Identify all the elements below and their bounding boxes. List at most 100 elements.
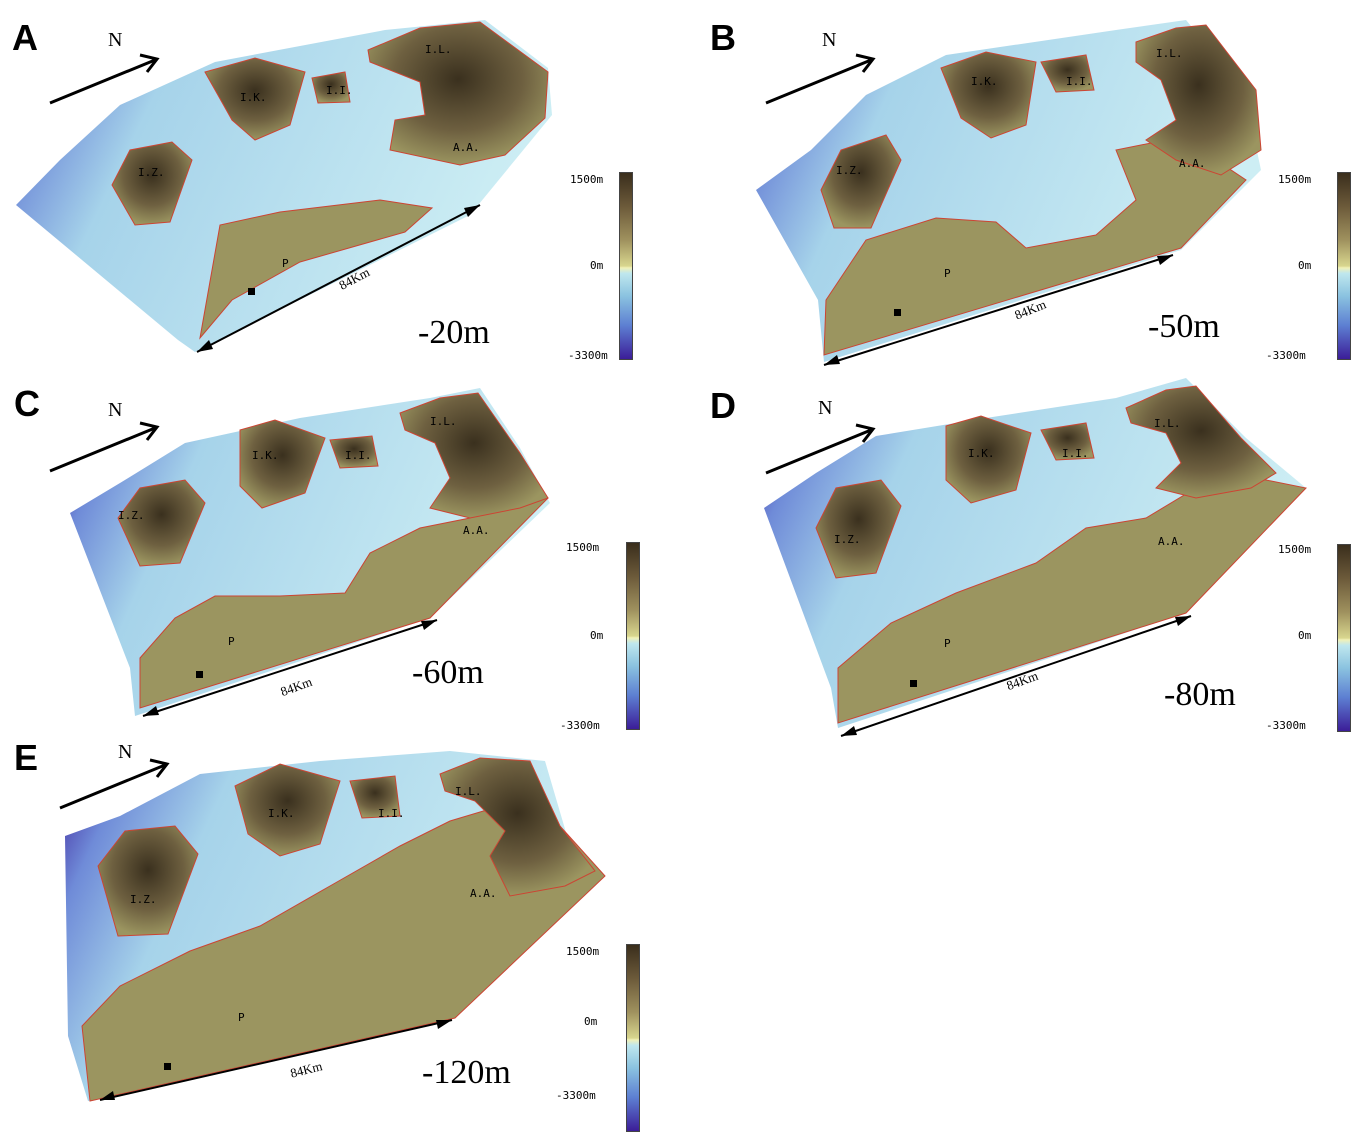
land-il-aa xyxy=(1125,385,1277,499)
scale-arrow-head-end xyxy=(436,1020,452,1029)
site-label-ii: I.I. xyxy=(1066,75,1093,88)
site-label-il: I.L. xyxy=(455,785,482,798)
colorbar-min-label: -3300m xyxy=(560,719,600,732)
site-label-il: I.L. xyxy=(1156,47,1183,60)
panel-c: C N I.Z. I.K. I.I. I.L. A.A. P 84Km -60m… xyxy=(0,368,676,736)
scale-bar xyxy=(840,615,1192,737)
land-iz xyxy=(97,825,199,937)
panel-letter: D xyxy=(710,385,736,426)
sea-level-label: -80m xyxy=(1164,676,1236,713)
north-arrow xyxy=(49,58,156,105)
site-label-ik: I.K. xyxy=(268,807,295,820)
site-label-ii: I.I. xyxy=(326,84,353,97)
sea-area xyxy=(16,20,552,352)
land-ii xyxy=(311,71,351,104)
colorbar-zero-label: 0m xyxy=(590,259,604,272)
colorbar-max-label: 1500m xyxy=(566,945,600,958)
north-arrow-head xyxy=(139,53,160,73)
north-label: N xyxy=(108,29,123,51)
colorbar-min-label: -3300m xyxy=(1266,349,1306,362)
land-ii xyxy=(349,775,401,819)
land-ik xyxy=(204,57,306,141)
site-label-p: P xyxy=(944,267,951,280)
colorbar-max-label: 1500m xyxy=(1278,543,1312,556)
land-ik xyxy=(239,419,326,509)
north-label: N xyxy=(822,29,837,51)
site-label-iz: I.Z. xyxy=(834,533,861,546)
sea-level-label: -50m xyxy=(1148,308,1220,345)
scale-bar xyxy=(196,204,481,353)
land-ik xyxy=(234,763,341,857)
site-label-ik: I.K. xyxy=(971,75,998,88)
panel-letter: E xyxy=(14,737,39,778)
scale-bar xyxy=(142,619,438,717)
north-label: N xyxy=(118,741,133,763)
colorbar xyxy=(619,172,633,360)
site-marker xyxy=(196,671,203,678)
sea-level-label: -60m xyxy=(412,654,484,691)
site-label-ik: I.K. xyxy=(968,447,995,460)
colorbar-max-label: 1500m xyxy=(570,173,604,186)
panel-letter: A xyxy=(12,17,38,58)
north-arrow xyxy=(765,428,872,475)
site-marker xyxy=(910,680,917,687)
land-ik xyxy=(945,415,1032,504)
scale-arrow-head-start xyxy=(143,706,159,716)
north-arrow xyxy=(59,763,166,810)
north-arrow-head xyxy=(149,758,170,778)
land-ii xyxy=(329,435,379,469)
north-arrow xyxy=(49,426,156,473)
north-arrow xyxy=(765,58,872,105)
site-label-p: P xyxy=(282,257,289,270)
panel-e: E N I.Z. I.K. I.I. I.L. A.A. P 84Km -120… xyxy=(0,736,676,1132)
site-marker xyxy=(164,1063,171,1070)
land-il-aa xyxy=(439,757,596,897)
scale-arrow-head-start xyxy=(824,355,840,365)
scale-arrow-head-end xyxy=(1175,616,1191,626)
scale-arrow-head-end xyxy=(464,205,480,217)
colorbar-max-label: 1500m xyxy=(566,541,600,554)
land-il-aa xyxy=(399,392,549,519)
terrain-map xyxy=(59,751,606,1102)
north-arrow-head xyxy=(855,423,876,443)
site-label-p: P xyxy=(238,1011,245,1024)
panel-letter: B xyxy=(710,17,736,58)
colorbar-min-label: -3300m xyxy=(1266,719,1306,732)
sea-level-label: -120m xyxy=(422,1054,511,1091)
terrain-map xyxy=(764,378,1307,737)
colorbar-min-label: -3300m xyxy=(556,1089,596,1102)
colorbar-max-label: 1500m xyxy=(1278,173,1312,186)
sea-level-label: -20m xyxy=(418,314,490,351)
site-label-iz: I.Z. xyxy=(138,166,165,179)
scale-bar xyxy=(99,1019,453,1101)
panel-a: A N I.Z. I.K. I.I. I.L. A.A. P 84Km -20m… xyxy=(0,0,676,368)
land-p xyxy=(81,805,606,1102)
site-label-ii: I.I. xyxy=(1062,447,1089,460)
land-il-aa xyxy=(367,21,549,166)
site-label-il: I.L. xyxy=(425,43,452,56)
colorbar-zero-label: 0m xyxy=(1298,259,1312,272)
land-p xyxy=(823,139,1247,356)
land-ii xyxy=(1040,422,1095,461)
scale-arrow-head-end xyxy=(421,620,437,630)
site-label-iz: I.Z. xyxy=(118,509,145,522)
scale-arrow-head-end xyxy=(1157,255,1173,265)
colorbar-min-label: -3300m xyxy=(568,349,608,362)
panel-letter: C xyxy=(14,383,40,424)
panel-d: D N I.Z. I.K. I.I. I.L. A.A. P 84Km -80m… xyxy=(676,368,1352,737)
colorbar-zero-label: 0m xyxy=(590,629,604,642)
scale-bar xyxy=(823,254,1174,366)
site-label-iz: I.Z. xyxy=(836,164,863,177)
site-label-ik: I.K. xyxy=(252,449,279,462)
site-label-il: I.L. xyxy=(1154,417,1181,430)
site-label-aa: A.A. xyxy=(470,887,497,900)
north-arrow-head xyxy=(139,421,160,441)
terrain-map xyxy=(49,388,550,717)
colorbar xyxy=(626,542,640,730)
site-label-p: P xyxy=(944,637,951,650)
land-p xyxy=(837,477,1307,724)
land-p xyxy=(199,199,434,340)
site-label-aa: A.A. xyxy=(463,524,490,537)
site-label-aa: A.A. xyxy=(1179,157,1206,170)
land-iz xyxy=(815,479,902,579)
